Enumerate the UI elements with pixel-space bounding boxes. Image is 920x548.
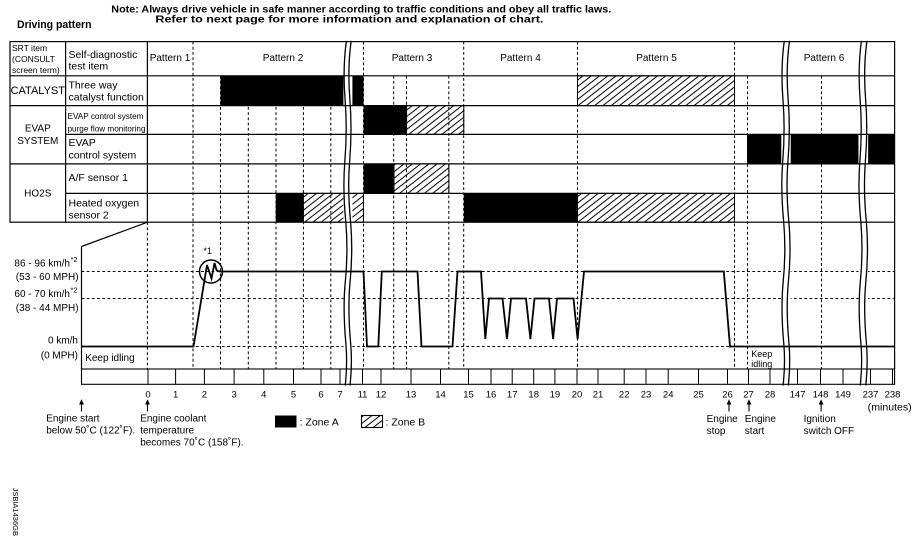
svg-text:start: start [745,426,765,437]
svg-text:stop: stop [707,426,726,437]
svg-text:JSBIA1436GB: JSBIA1436GB [11,488,20,536]
svg-text:15: 15 [463,390,474,401]
svg-text:(CONSULT: (CONSULT [12,54,55,64]
svg-text:Ignition: Ignition [804,414,836,425]
svg-text:Pattern 3: Pattern 3 [392,53,433,64]
svg-text:Keep: Keep [751,349,772,359]
svg-text:Pattern 5: Pattern 5 [636,53,677,64]
svg-text:purge flow monitoring: purge flow monitoring [68,123,146,133]
svg-text:Pattern 2: Pattern 2 [263,53,304,64]
svg-text:SYSTEM: SYSTEM [17,136,58,147]
svg-text:17: 17 [507,390,518,401]
svg-text:Pattern 6: Pattern 6 [804,53,845,64]
svg-text:EVAP control system: EVAP control system [68,111,144,121]
svg-text:sensor 2: sensor 2 [69,210,109,222]
svg-text:19: 19 [550,390,561,401]
svg-text:Engine coolant: Engine coolant [140,414,206,425]
svg-text:1: 1 [173,390,178,401]
svg-text:13: 13 [406,390,417,401]
svg-text:control system: control system [69,150,137,162]
svg-text:Engine: Engine [707,414,739,425]
svg-text:catalyst function: catalyst function [69,91,144,103]
svg-text:Note: Always drive vehicle in: Note: Always drive vehicle in safe manne… [111,4,611,15]
svg-text:screen term): screen term) [12,65,60,75]
svg-text:(38 - 44 MPH): (38 - 44 MPH) [16,303,79,314]
svg-text:Heated oxygen: Heated oxygen [69,198,140,210]
svg-text:: Zone A: : Zone A [300,417,339,429]
svg-text:60 - 70 km/h: 60 - 70 km/h [14,289,70,300]
svg-text:becomes 70˚C (158˚F).: becomes 70˚C (158˚F). [140,437,243,449]
svg-text:16: 16 [486,390,497,401]
svg-text:EVAP: EVAP [25,123,51,134]
svg-text:12: 12 [376,390,387,401]
svg-text:5: 5 [291,390,296,401]
svg-text:Self-diagnostic: Self-diagnostic [69,49,138,61]
svg-text:switch OFF: switch OFF [804,426,855,437]
svg-text:(minutes): (minutes) [868,403,912,414]
svg-text:Engine start: Engine start [46,414,100,425]
svg-text:2: 2 [202,390,207,401]
svg-text:Keep idling: Keep idling [85,353,134,364]
svg-text:Engine: Engine [745,414,777,425]
svg-text:86 - 96 km/h: 86 - 96 km/h [14,259,70,270]
svg-text:148: 148 [813,390,829,401]
svg-text:0: 0 [145,390,150,401]
svg-text:26: 26 [722,390,733,401]
svg-text:14: 14 [435,390,446,401]
svg-text:0 km/h: 0 km/h [48,336,78,347]
svg-text:237: 237 [863,390,879,401]
svg-text:Pattern 4: Pattern 4 [500,53,541,64]
svg-text:3: 3 [231,390,236,401]
svg-text:Driving pattern: Driving pattern [17,19,92,31]
svg-text:238: 238 [885,390,901,401]
svg-text:149: 149 [835,390,851,401]
svg-text:*2: *2 [71,285,78,294]
svg-text:*1: *1 [204,246,213,256]
svg-text:Refer to next page for more in: Refer to next page for more information … [155,15,543,26]
svg-text:4: 4 [261,390,266,401]
svg-text:7: 7 [337,390,342,401]
svg-text:idling: idling [751,359,772,369]
svg-text:11: 11 [358,390,368,401]
svg-text:*2: *2 [71,255,78,264]
svg-text:: Zone B: : Zone B [386,417,426,429]
svg-text:test item: test item [69,61,109,73]
svg-text:25: 25 [693,390,704,401]
svg-text:SRT item: SRT item [12,43,47,53]
svg-text:20: 20 [572,390,583,401]
svg-text:A/F sensor 1: A/F sensor 1 [69,172,129,184]
svg-text:21: 21 [593,390,604,401]
svg-text:CATALYST: CATALYST [11,85,66,97]
svg-text:6: 6 [318,390,323,401]
svg-text:18: 18 [528,390,539,401]
svg-text:27: 27 [743,390,754,401]
svg-text:(53 - 60 MPH): (53 - 60 MPH) [16,272,79,283]
svg-text:(0 MPH): (0 MPH) [41,351,78,362]
svg-text:24: 24 [663,390,674,401]
svg-text:22: 22 [619,390,630,401]
svg-text:HO2S: HO2S [24,188,52,199]
svg-text:147: 147 [790,390,806,401]
svg-text:28: 28 [765,390,776,401]
svg-text:Pattern 1: Pattern 1 [150,53,191,64]
svg-text:23: 23 [641,390,652,401]
svg-text:EVAP: EVAP [69,137,96,149]
svg-text:below 50˚C (122˚F).: below 50˚C (122˚F). [46,425,135,437]
svg-text:temperature: temperature [140,426,194,437]
svg-text:Three way: Three way [69,79,119,91]
